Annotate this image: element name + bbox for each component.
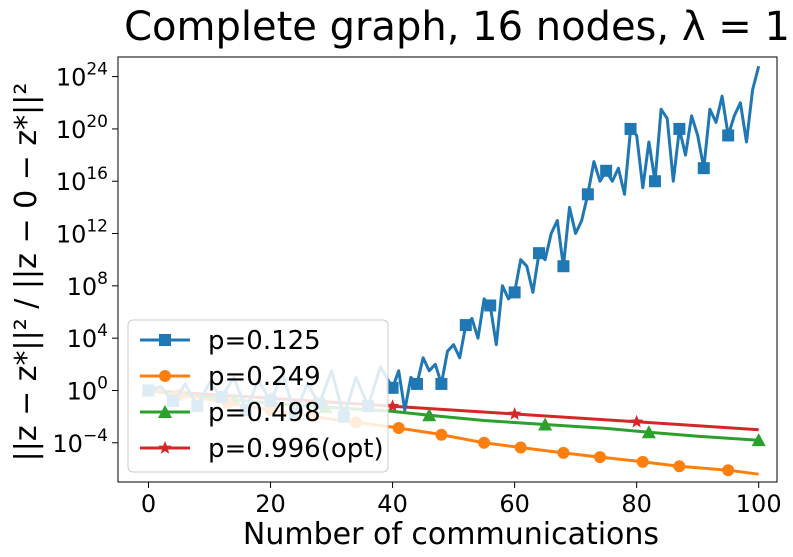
legend-label: p=0.125 [208, 326, 321, 356]
data-point [435, 377, 448, 390]
data-point [673, 460, 686, 473]
legend-label: p=0.498 [208, 398, 321, 428]
x-tick-label: 20 [255, 490, 286, 518]
data-point [624, 122, 637, 135]
data-point [538, 417, 553, 431]
y-axis-label: ||z − z*||² / ||z − 0 − z*||² [9, 83, 44, 462]
x-tick-label: 80 [621, 490, 652, 518]
plot-area: 0 20 40 60 80 100 10−4 100 104 108 1012 1016 1020 102… [52, 56, 782, 518]
data-point [410, 377, 423, 390]
x-axis-label: Number of communications [243, 517, 659, 552]
data-point [478, 436, 491, 449]
data-point [508, 286, 521, 299]
legend-item: p=0.498 [140, 398, 321, 428]
data-point [459, 319, 472, 332]
legend-marker [158, 405, 172, 418]
data-point [722, 129, 735, 142]
legend: p=0.125 p=0.249 p=0.498 p=0.996(opt) [127, 319, 389, 473]
data-point [594, 451, 607, 464]
data-point [673, 122, 686, 135]
legend-marker [158, 441, 172, 454]
axes-frame [117, 56, 778, 483]
y-tick-label: 1016 [56, 164, 108, 196]
legend-item: p=0.249 [140, 362, 321, 392]
data-point [641, 425, 656, 439]
y-tick-label: 1020 [56, 112, 108, 144]
data-point [533, 247, 546, 260]
data-point [648, 175, 661, 188]
data-point [386, 381, 399, 394]
data-point [435, 428, 448, 441]
y-tick-label: 104 [67, 321, 108, 353]
data-point [514, 441, 527, 454]
legend-marker [159, 334, 171, 346]
legend-item: p=0.125 [140, 326, 321, 356]
data-point [697, 162, 710, 175]
data-point [751, 433, 766, 447]
data-point [636, 455, 649, 468]
data-point [557, 446, 570, 459]
data-point [630, 414, 644, 428]
y-tick-label: 100 [67, 373, 108, 405]
data-point [581, 188, 594, 201]
data-point [422, 408, 437, 422]
data-point [722, 464, 735, 477]
data-point [385, 399, 400, 412]
x-tick-label: 100 [736, 490, 782, 518]
legend-label: p=0.996(opt) [208, 434, 384, 464]
data-point [508, 407, 522, 420]
y-tick-label: 1024 [56, 60, 108, 92]
data-point [557, 260, 570, 273]
x-tick-label: 60 [499, 490, 530, 518]
x-tick-label: 40 [377, 490, 408, 518]
y-tick-label: 10−4 [52, 426, 108, 458]
legend-box [127, 319, 389, 473]
y-tick-label: 108 [67, 269, 108, 301]
x-tick-label: 0 [141, 490, 156, 518]
data-point [600, 164, 613, 177]
data-point [484, 299, 497, 312]
legend-label: p=0.249 [208, 362, 321, 392]
legend-item: p=0.996(opt) [140, 434, 384, 464]
chart-title: Complete graph, 16 nodes, λ = 1 [124, 4, 790, 50]
y-tick-label: 1012 [56, 217, 108, 249]
legend-marker [159, 370, 171, 382]
data-point [392, 422, 405, 435]
